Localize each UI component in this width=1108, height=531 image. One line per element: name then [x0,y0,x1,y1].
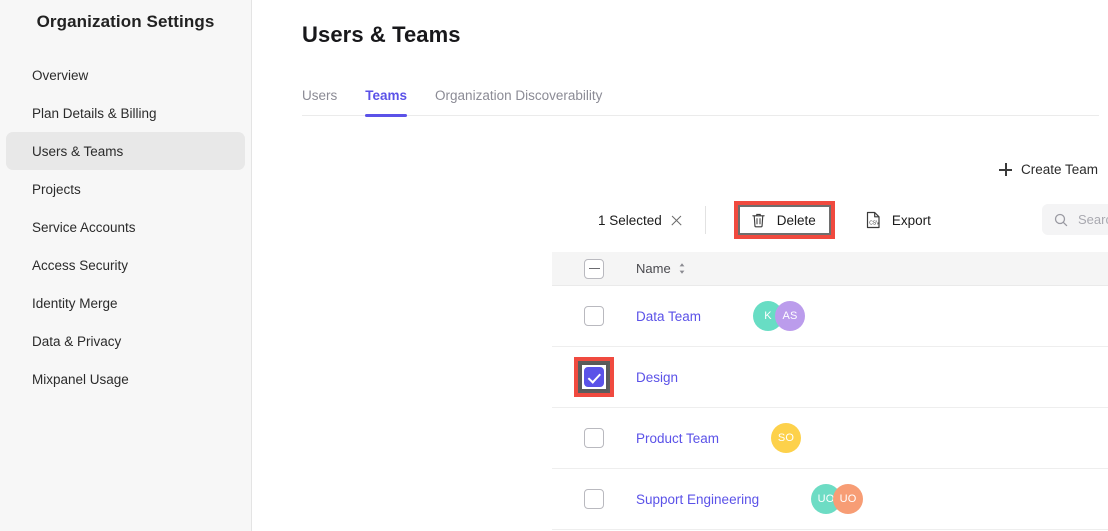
sidebar-item-label: Mixpanel Usage [32,371,129,387]
team-name-link[interactable]: Design [636,369,679,385]
avatar[interactable]: AS [775,301,806,331]
row-name-cell: Data Team K AS [636,301,1108,331]
team-name-link[interactable]: Product Team [636,430,720,446]
row-checkbox-highlight [574,357,614,397]
create-team-button[interactable]: Create Team [998,162,1098,177]
sidebar-item-mixpanel-usage[interactable]: Mixpanel Usage [6,360,245,398]
sidebar-nav: Overview Plan Details & Billing Users & Te… [0,56,251,398]
tab-label: Organization Discoverability [435,88,603,103]
sidebar-item-label: Data & Privacy [32,333,122,349]
sidebar-item-label: Overview [32,67,89,83]
selection-count-group: 1 Selected [598,213,683,228]
sidebar-item-label: Identity Merge [32,295,118,311]
sidebar-item-data-privacy[interactable]: Data & Privacy [6,322,245,360]
row-checkbox[interactable] [584,489,604,509]
plus-icon [998,163,1012,176]
teams-table: Name Data Team K AS Design Product Team SO Sup… [552,252,1108,530]
avatar[interactable]: UO [833,484,864,514]
delete-button[interactable]: Delete [737,205,831,235]
sidebar-item-service-accounts[interactable]: Service Accounts [6,208,245,246]
search-icon [1054,213,1068,226]
svg-text:CSV: CSV [869,220,880,226]
name-column-label: Name [636,261,671,276]
row-name-cell: Support Engineering UO UO [636,484,1108,514]
table-row: Product Team SO [552,408,1108,469]
selection-toolbar: 1 Selected Delete CSV [552,200,1108,240]
table-row: Support Engineering UO UO [552,469,1108,530]
delete-button-highlight: Delete [733,201,835,239]
row-checkbox-cell [552,489,636,509]
tab-label: Teams [365,88,408,103]
name-column-header[interactable]: Name [636,261,1108,276]
tab-teams[interactable]: Teams [365,88,408,117]
row-name-cell: Product Team SO [636,423,1108,453]
search-placeholder: Search teams [1078,212,1108,227]
sidebar-item-overview[interactable]: Overview [6,56,245,94]
sidebar-title: Organization Settings [36,12,215,31]
main-content: Users & Teams Users Teams Organization Dis… [252,0,1108,531]
row-avatars: SO [771,423,1071,453]
delete-label: Delete [776,212,816,228]
create-team-label: Create Team [1020,162,1098,177]
sidebar-item-label: Projects [32,181,81,197]
sidebar-item-projects[interactable]: Projects [6,170,245,208]
team-name-link[interactable]: Support Engineering [636,491,760,507]
export-button[interactable]: CSV Export [865,211,931,229]
tab-label: Users [302,88,338,103]
row-avatars: UO UO [811,484,1108,514]
sidebar-item-label: Users & Teams [32,143,124,159]
sidebar-item-identity-merge[interactable]: Identity Merge [6,284,245,322]
select-all-checkbox[interactable] [584,258,604,279]
table-row: Design [552,347,1108,408]
table-body: Data Team K AS Design Product Team SO Support … [552,286,1108,530]
row-checkbox[interactable] [584,306,604,326]
sidebar-item-label: Plan Details & Billing [32,105,157,121]
export-label: Export [891,212,931,228]
page-title: Users & Teams [302,22,461,47]
csv-file-icon: CSV [866,211,880,229]
row-checkbox-cell [552,428,636,448]
tab-users[interactable]: Users [302,88,337,115]
sidebar-item-label: Access Security [32,257,129,273]
row-name-cell: Design [636,370,1108,385]
toolbar-divider [704,206,706,234]
tab-organization-discoverability[interactable]: Organization Discoverability [435,88,602,115]
tab-bar: Users Teams Organization Discoverability [302,88,1099,117]
selected-count-label: 1 Selected [598,212,662,228]
table-header-row: Name [552,252,1108,286]
row-checkbox[interactable] [584,428,604,448]
table-row: Data Team K AS [552,286,1108,347]
sidebar-item-label: Service Accounts [32,219,136,235]
sidebar-item-users-teams[interactable]: Users & Teams [6,132,245,170]
row-checkbox[interactable] [584,367,604,387]
select-all-cell [552,258,636,279]
sidebar: Organization Settings Overview Plan Detai… [0,0,252,531]
sidebar-item-access-security[interactable]: Access Security [6,246,245,284]
row-checkbox-cell [552,306,636,326]
row-avatars: K AS [753,301,1053,331]
team-name-link[interactable]: Data Team [636,308,702,324]
avatar[interactable]: SO [771,423,802,453]
sidebar-item-plan-details-billing[interactable]: Plan Details & Billing [6,94,245,132]
sort-chevron-icon [679,263,685,274]
row-checkbox-focus-ring [580,363,608,391]
search-placeholder-prefix: Search [1078,212,1108,227]
close-icon[interactable] [670,214,683,227]
search-input[interactable]: Search teams [1042,204,1108,235]
trash-icon [752,213,765,228]
row-checkbox-cell [552,357,636,397]
